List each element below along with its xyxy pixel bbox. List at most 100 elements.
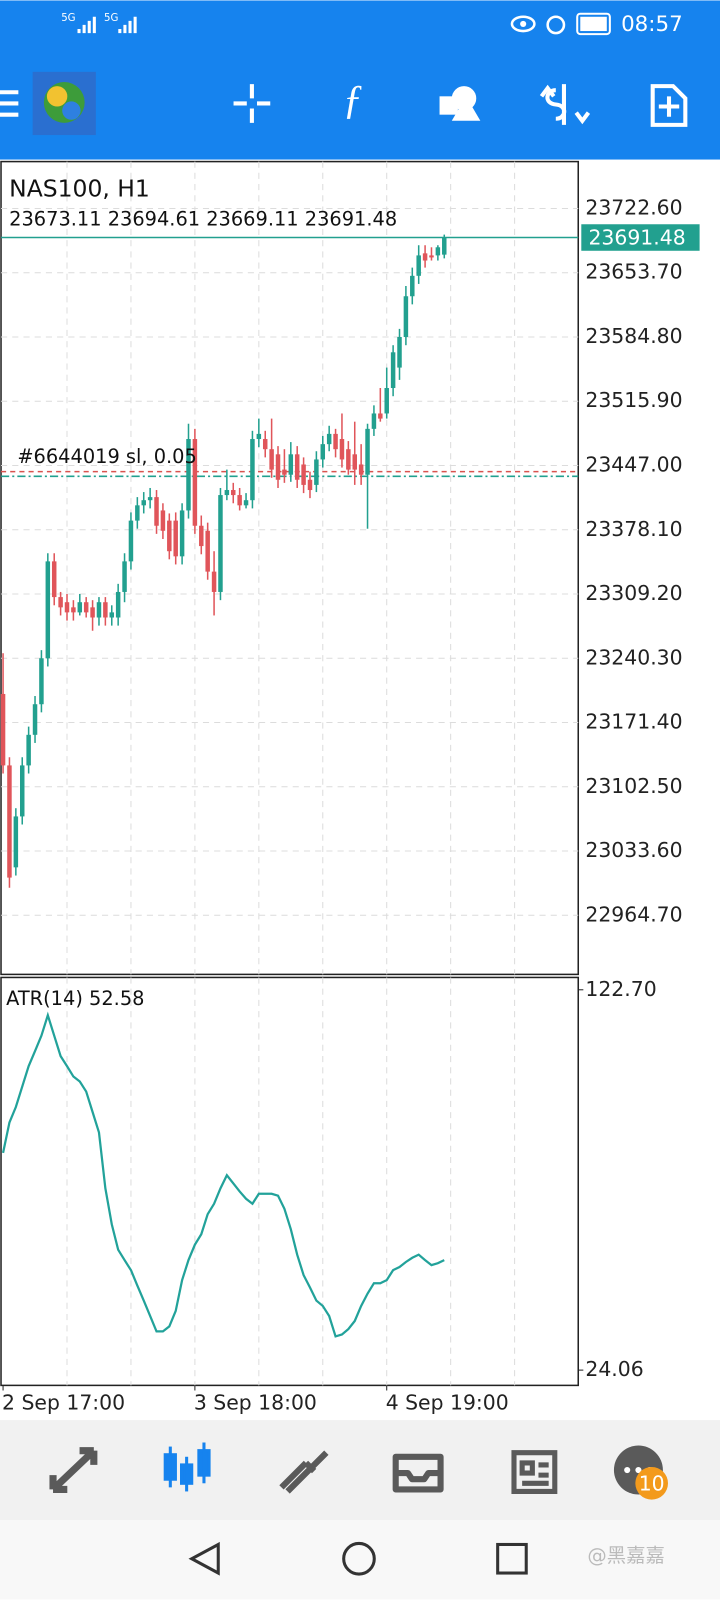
candle-body xyxy=(218,495,223,592)
back-button[interactable] xyxy=(188,1541,220,1576)
candle-body xyxy=(128,520,134,562)
clock: 08:57 xyxy=(621,12,683,37)
candle-body xyxy=(250,439,255,501)
candle-body xyxy=(231,490,236,496)
trade-button[interactable] xyxy=(539,84,591,125)
chart-tab[interactable] xyxy=(163,1442,211,1492)
app-logo xyxy=(46,86,68,107)
home-button[interactable] xyxy=(342,1541,376,1576)
y-tick-label: 24.06 xyxy=(585,1357,643,1381)
candle-body xyxy=(378,413,383,419)
candle-body xyxy=(7,765,12,878)
price-panel xyxy=(0,160,580,976)
candle-body xyxy=(173,520,178,557)
candle-body xyxy=(71,607,76,613)
eye-icon xyxy=(520,20,527,27)
objects-button[interactable] xyxy=(439,86,481,121)
candle-body xyxy=(384,388,389,414)
x-tick-label: 2 Sep 17:00 xyxy=(2,1391,125,1415)
candle-body xyxy=(243,500,249,506)
y-tick-label: 23033.60 xyxy=(585,838,682,862)
status-bar: 5G 5G 08:57 xyxy=(61,12,683,37)
battery-icon xyxy=(576,12,611,36)
bottom-nav-icons: 10 xyxy=(49,1442,668,1500)
y-tick-label: 23171.40 xyxy=(585,710,682,734)
low-value: 23669.11 xyxy=(206,207,298,230)
badge xyxy=(635,1466,668,1500)
objects-button[interactable] xyxy=(451,96,481,121)
candle-body xyxy=(32,704,38,735)
candle-body xyxy=(262,439,268,450)
new-order-button[interactable] xyxy=(658,96,680,117)
candle-body xyxy=(147,497,153,501)
crosshair-button[interactable] xyxy=(233,84,271,123)
candle-body xyxy=(320,444,326,460)
candle-body xyxy=(435,247,441,256)
candle-body xyxy=(429,255,434,258)
candle-body xyxy=(205,530,210,572)
trade-tab[interactable] xyxy=(279,1450,329,1494)
watermark: @黑嘉嘉 xyxy=(587,1544,664,1567)
candle-body xyxy=(83,602,89,613)
candle-body xyxy=(307,479,313,491)
candle-body xyxy=(333,433,338,450)
candle-body xyxy=(109,612,115,618)
network-label: 5G xyxy=(61,13,75,24)
current-price-label: 23691.48 xyxy=(588,226,685,250)
badge-count: 10 xyxy=(639,1471,665,1495)
candle-body xyxy=(199,525,204,547)
new-order-button[interactable] xyxy=(650,84,688,127)
network-label: 5G xyxy=(104,13,118,24)
order-annotation: #6644019 sl, 0.05 xyxy=(17,445,196,468)
new-order-button[interactable] xyxy=(650,84,688,127)
y-tick-label: 23653.70 xyxy=(585,260,682,284)
candle-body xyxy=(115,591,121,618)
chat-dot xyxy=(635,1466,642,1474)
quotes-tab[interactable] xyxy=(49,1447,98,1493)
candle-body xyxy=(77,602,83,613)
candle-body xyxy=(0,693,6,766)
candle-body xyxy=(397,336,402,368)
menu-button[interactable] xyxy=(0,90,19,117)
history-tab[interactable] xyxy=(392,1453,444,1493)
atr-value: 52.58 xyxy=(89,986,144,1009)
ohlc-header: 23673.11 23694.61 23669.11 23691.48 xyxy=(9,207,397,230)
candle-body xyxy=(294,454,300,480)
y-tick-label: 23102.50 xyxy=(585,774,682,798)
candle-body xyxy=(13,816,19,868)
candle-body xyxy=(179,510,185,557)
y-tick-label: 23584.80 xyxy=(585,324,682,348)
candle-body xyxy=(416,255,421,276)
system-buttons xyxy=(188,1541,528,1576)
indicators-button[interactable]: ƒ xyxy=(343,77,363,122)
battery-level xyxy=(580,16,607,32)
y-tick-label: 23240.30 xyxy=(585,645,682,669)
news-tab[interactable] xyxy=(511,1450,558,1494)
y-tick-label: 23515.90 xyxy=(585,388,682,412)
candle-body xyxy=(352,454,357,470)
open-value: 23673.11 xyxy=(9,207,101,230)
x-tick-label: 3 Sep 18:00 xyxy=(194,1391,317,1415)
atr-label: ATR(14) 52.58 xyxy=(6,986,144,1009)
chat-dot xyxy=(624,1466,631,1474)
candle-body xyxy=(141,500,146,506)
candle-body xyxy=(211,571,217,592)
atr-line xyxy=(1,1011,445,1338)
candle-body xyxy=(410,275,415,297)
trade-button[interactable] xyxy=(539,84,591,125)
y-tick-label: 22964.70 xyxy=(585,902,682,926)
recents-button[interactable] xyxy=(496,1542,528,1575)
toolbar: ƒ xyxy=(0,71,688,136)
candle-body xyxy=(26,734,31,766)
candle-body xyxy=(282,469,287,475)
candle-body xyxy=(192,439,198,526)
candle-body xyxy=(314,459,319,485)
system-nav xyxy=(0,1520,720,1600)
eye-icon xyxy=(510,15,536,33)
candle-body xyxy=(371,413,377,429)
candle-body xyxy=(442,237,447,255)
candle-body xyxy=(154,497,159,526)
candle-body xyxy=(39,658,44,705)
